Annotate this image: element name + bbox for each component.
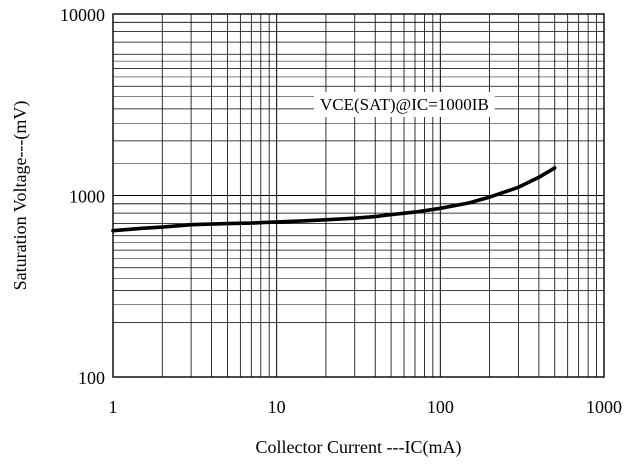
x-tick-label: 1: [109, 397, 118, 417]
series-layer: [111, 166, 557, 233]
annotation-label: VCE(SAT)@IC=1000IB: [320, 95, 489, 114]
x-tick-label: 1000: [586, 397, 622, 417]
y-tick-label: 1000: [69, 187, 105, 207]
grid: [113, 14, 604, 377]
tick-labels: 1 10 100 1000 100 1000 10000: [60, 5, 622, 417]
y-axis-title: Saturation Voltage---(mV): [10, 101, 31, 291]
x-axis-title: Collector Current ---IC(mA): [256, 437, 462, 458]
y-tick-label: 100: [78, 368, 105, 388]
x-tick-label: 100: [427, 397, 454, 417]
x-tick-label: 10: [268, 397, 286, 417]
series-line: [111, 166, 557, 233]
y-tick-label: 10000: [60, 5, 105, 25]
annotation-background: [314, 92, 495, 117]
annotation-group: VCE(SAT)@IC=1000IB: [314, 92, 495, 117]
plot-frame: [112, 13, 605, 378]
